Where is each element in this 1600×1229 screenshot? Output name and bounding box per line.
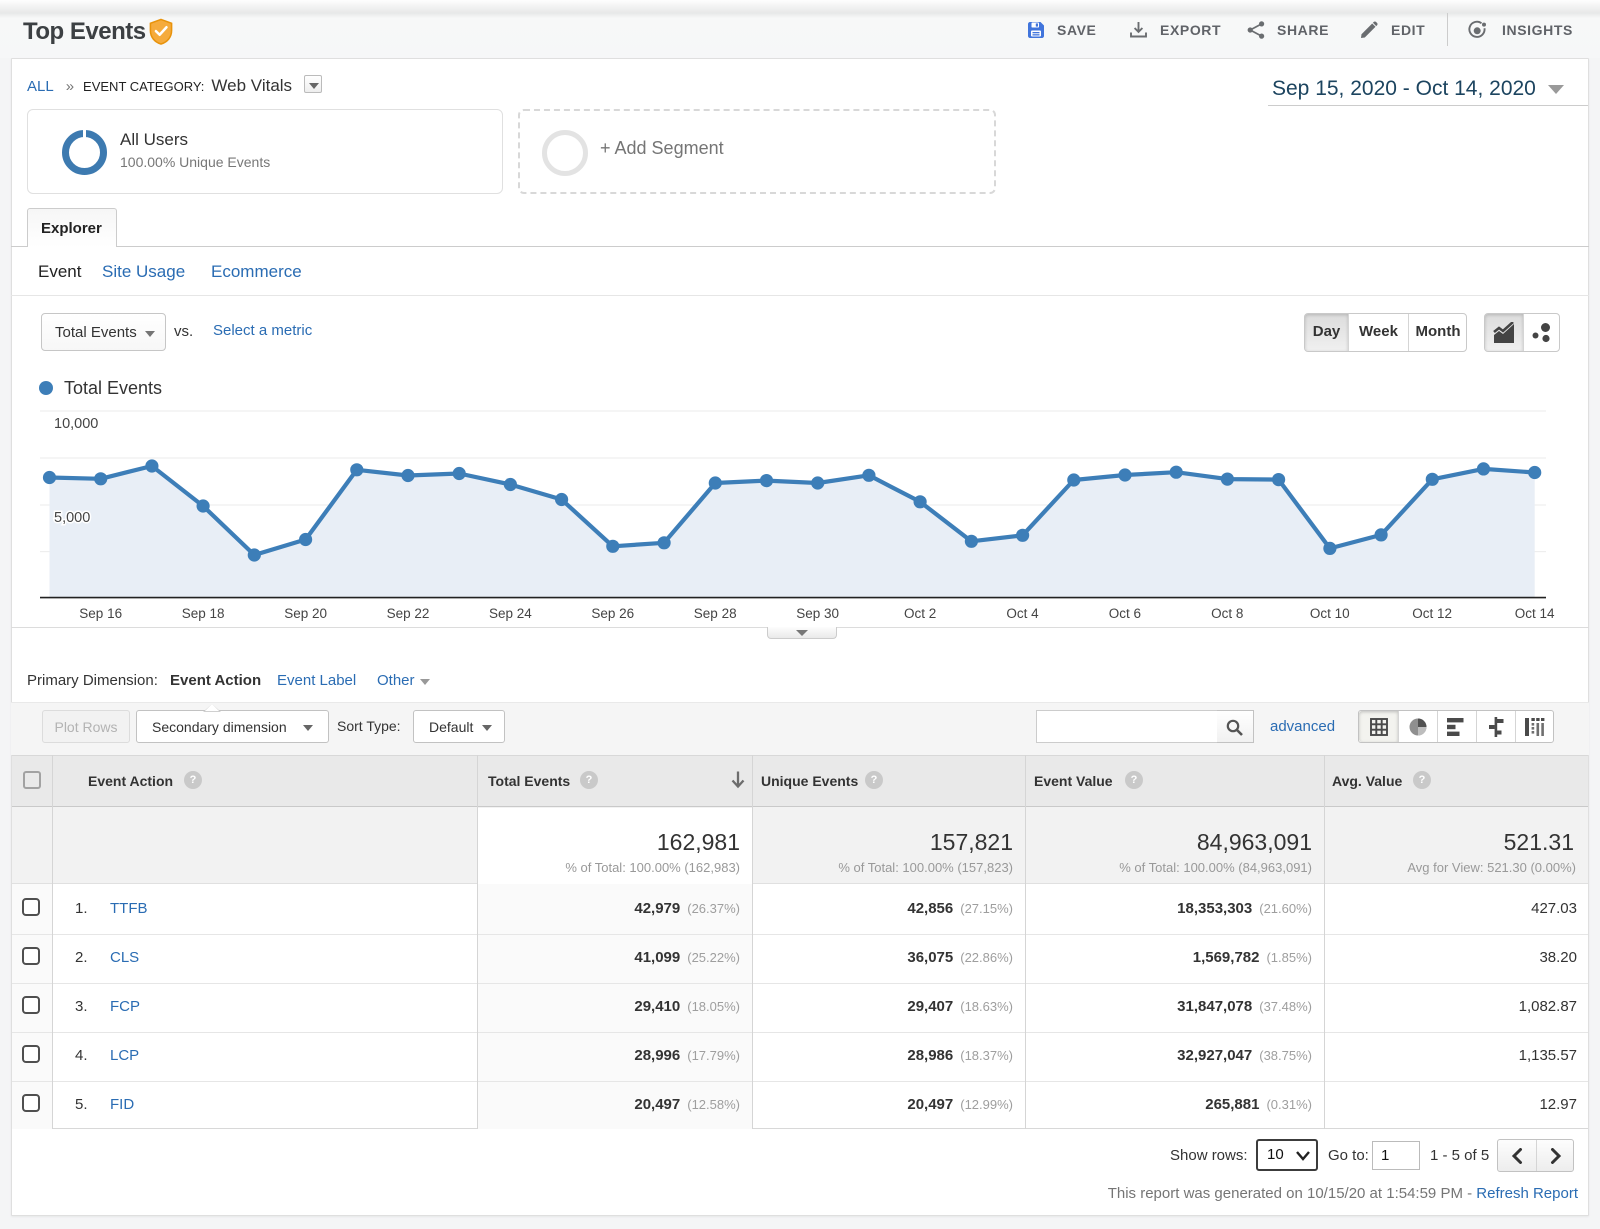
svg-text:Oct 8: Oct 8 (1211, 606, 1243, 621)
svg-text:Oct 6: Oct 6 (1109, 606, 1141, 621)
svg-text:Sep 22: Sep 22 (387, 606, 430, 621)
svg-text:Oct 4: Oct 4 (1006, 606, 1039, 621)
svg-text:Sep 16: Sep 16 (79, 606, 122, 621)
svg-text:Sep 30: Sep 30 (796, 606, 839, 621)
svg-text:5,000: 5,000 (54, 510, 90, 526)
svg-text:Sep 20: Sep 20 (284, 606, 327, 621)
svg-text:Oct 12: Oct 12 (1412, 606, 1452, 621)
svg-text:Oct 2: Oct 2 (904, 606, 936, 621)
svg-text:Oct 10: Oct 10 (1310, 606, 1350, 621)
svg-text:10,000: 10,000 (54, 416, 98, 432)
svg-text:Sep 28: Sep 28 (694, 606, 737, 621)
svg-text:Sep 26: Sep 26 (591, 606, 634, 621)
svg-text:Sep 18: Sep 18 (182, 606, 225, 621)
svg-text:Sep 24: Sep 24 (489, 606, 532, 621)
svg-text:Oct 14: Oct 14 (1515, 606, 1555, 621)
